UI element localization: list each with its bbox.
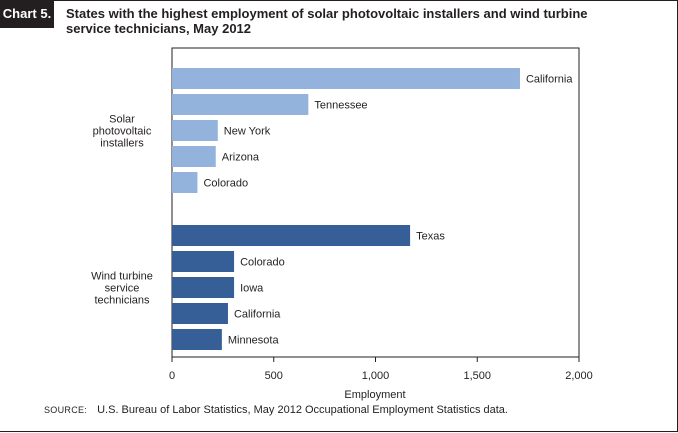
bar-label: New York [224,126,271,138]
bar [172,225,411,246]
bar-label: California [234,309,281,321]
x-tick-label: 500 [265,370,283,382]
x-tick-label: 1,000 [362,370,390,382]
x-tick-label: 1,500 [463,370,491,382]
group-label-line: Wind turbine [91,271,153,283]
chart-number-label: Chart 5. [0,0,54,28]
bar-label: Colorado [203,178,248,190]
group-label-line: Solar [109,114,135,126]
bar [172,68,520,89]
bar [172,277,235,298]
bar-label: California [526,74,573,86]
bar-label: Minnesota [228,335,280,347]
bars-layer: California Tennessee New York Arizona Colora… [172,68,573,350]
source-text: U.S. Bureau of Labor Statistics, May 201… [97,404,508,416]
x-axis-label: Employment [344,389,405,401]
top-rule [54,0,678,1]
x-tick-label: 0 [169,370,175,382]
bar [172,94,309,115]
group-label-line: installers [100,138,144,150]
bar-label: Colorado [240,257,285,269]
group-label-line: service [105,283,140,295]
chart-header: Chart 5. States with the highest employm… [0,0,678,44]
bar-label: Texas [416,231,445,243]
bar [172,303,228,324]
bar-label: Tennessee [314,100,367,112]
bar [172,172,198,193]
group-label-line: photovoltaic [93,126,152,138]
bar [172,251,235,272]
source-note: SOURCE: U.S. Bureau of Labor Statistics, … [44,404,508,416]
x-axis: 0 500 1,000 1,500 2,000 [169,357,593,382]
bar [172,120,218,141]
group-label-line: technicians [94,295,150,307]
source-label: SOURCE: [44,405,88,415]
bar-label: Arizona [222,152,260,164]
bar [172,329,222,350]
chart-title: States with the highest employment of so… [66,6,588,36]
x-tick-label: 2,000 [565,370,593,382]
bar-label: Iowa [240,283,264,295]
bottom-border [0,431,678,432]
bar [172,146,216,167]
